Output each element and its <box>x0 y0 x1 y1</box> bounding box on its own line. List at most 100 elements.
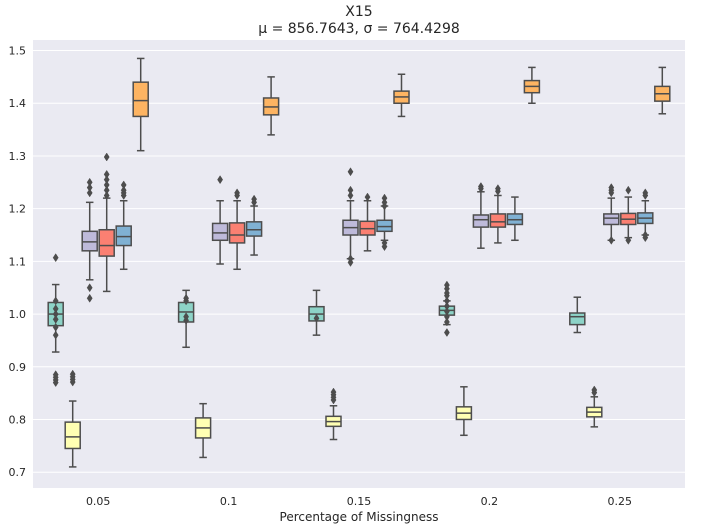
outlier-marker <box>86 293 93 303</box>
outlier-marker <box>625 185 632 195</box>
outlier-marker <box>103 191 110 200</box>
y-axis-ticks: 0.7 0.8 0.9 1.0 1.1 1.2 1.3 1.4 1.5 <box>9 45 27 480</box>
x-axis-label: Percentage of Missingness <box>280 510 439 524</box>
box-method-4-0.25 <box>620 185 637 245</box>
outlier-marker <box>625 235 632 245</box>
outlier-marker <box>183 315 189 325</box>
iqr-box <box>489 213 507 228</box>
box-method-4-0.2 <box>489 184 507 244</box>
outlier-marker <box>495 186 501 196</box>
outlier-marker <box>347 191 354 200</box>
x-tick-label: 0.2 <box>481 495 499 508</box>
box-method-1-0.2 <box>438 280 456 337</box>
iqr-box <box>472 214 490 228</box>
outlier-marker <box>52 253 59 263</box>
y-tick-label: 0.7 <box>9 466 27 479</box>
outlier-marker <box>251 197 257 207</box>
box-method-3-0.1 <box>211 175 229 265</box>
box-method-1-0.25 <box>569 296 586 334</box>
iqr-box <box>569 312 586 326</box>
y-tick-label: 1.0 <box>9 308 27 321</box>
outlier-marker <box>608 188 615 198</box>
outlier-marker <box>478 184 484 194</box>
box-method-4-0.1 <box>228 188 246 271</box>
box-method-1-0.05 <box>47 253 64 388</box>
chart-title: X15 <box>345 4 372 20</box>
box-method-5-0.15 <box>376 193 393 252</box>
outlier-marker <box>86 188 93 198</box>
y-tick-label: 1.1 <box>9 255 27 268</box>
box-method-6-0.1 <box>262 76 280 136</box>
y-tick-label: 1.2 <box>9 203 27 216</box>
iqr-box <box>115 225 132 247</box>
iqr-box <box>603 213 620 226</box>
box-method-5-0.2 <box>506 196 524 242</box>
outlier-marker <box>444 317 450 327</box>
outlier-marker <box>444 328 450 337</box>
outlier-marker <box>120 191 127 200</box>
box-method-6-0.2 <box>523 66 541 104</box>
outlier-marker <box>183 296 189 306</box>
outlier-marker <box>234 191 240 200</box>
box-method-2-0.05 <box>64 369 81 468</box>
box-method-5-0.05 <box>115 180 132 271</box>
outlier-marker <box>381 201 388 211</box>
outlier-marker <box>86 283 93 293</box>
iqr-box <box>64 421 81 450</box>
grid-lines <box>33 50 685 473</box>
iqr-box <box>228 222 246 244</box>
y-tick-label: 0.8 <box>9 413 27 426</box>
box-method-2-0.2 <box>455 386 473 437</box>
box-method-6-0.05 <box>132 57 149 152</box>
outlier-marker <box>330 395 337 405</box>
outlier-marker <box>608 235 615 245</box>
box-method-4-0.15 <box>359 192 376 252</box>
x-tick-label: 0.1 <box>220 495 238 508</box>
outlier-marker <box>381 242 388 252</box>
box-method-5-0.1 <box>245 194 263 256</box>
outlier-marker <box>642 191 649 200</box>
box-method-4-0.05 <box>98 152 115 293</box>
box-method-5-0.25 <box>637 188 654 243</box>
outlier-marker <box>52 378 59 388</box>
y-tick-label: 0.9 <box>9 361 27 374</box>
outlier-marker <box>347 257 354 267</box>
box-method-3-0.05 <box>81 177 98 303</box>
outlier-marker <box>313 313 320 323</box>
outlier-marker <box>591 388 598 398</box>
y-tick-label: 1.4 <box>9 97 27 110</box>
box-method-3-0.15 <box>342 167 359 267</box>
outlier-marker <box>52 330 59 340</box>
outlier-marker <box>642 233 649 243</box>
y-tick-label: 1.3 <box>9 150 27 163</box>
box-method-1-0.15 <box>308 289 325 336</box>
iqr-box <box>376 219 393 233</box>
outlier-marker <box>364 192 371 202</box>
box-method-6-0.25 <box>654 66 671 115</box>
box-method-3-0.2 <box>472 182 490 249</box>
x-axis-ticks: 0.05 0.1 0.15 0.2 0.25 <box>86 495 632 508</box>
x-tick-label: 0.25 <box>608 495 633 508</box>
chart-subtitle: μ = 856.7643, σ = 764.4298 <box>258 21 460 37</box>
box-method-2-0.25 <box>586 385 603 428</box>
box-series <box>47 57 671 468</box>
iqr-box <box>132 81 149 118</box>
box-method-3-0.25 <box>603 183 620 245</box>
outlier-marker <box>217 175 223 185</box>
y-tick-label: 1.5 <box>9 45 27 58</box>
box-method-6-0.15 <box>393 73 410 118</box>
x-tick-label: 0.15 <box>347 495 372 508</box>
x-tick-label: 0.05 <box>86 495 111 508</box>
iqr-box <box>245 221 263 237</box>
outlier-marker <box>69 377 76 387</box>
box-method-2-0.1 <box>194 402 212 459</box>
box-method-1-0.1 <box>177 289 195 349</box>
iqr-box <box>81 230 98 252</box>
box-method-2-0.15 <box>325 387 342 441</box>
iqr-box <box>211 222 229 242</box>
iqr-box <box>98 228 115 257</box>
outlier-marker <box>103 152 110 162</box>
plot-area <box>33 40 685 488</box>
outlier-marker <box>347 167 354 177</box>
